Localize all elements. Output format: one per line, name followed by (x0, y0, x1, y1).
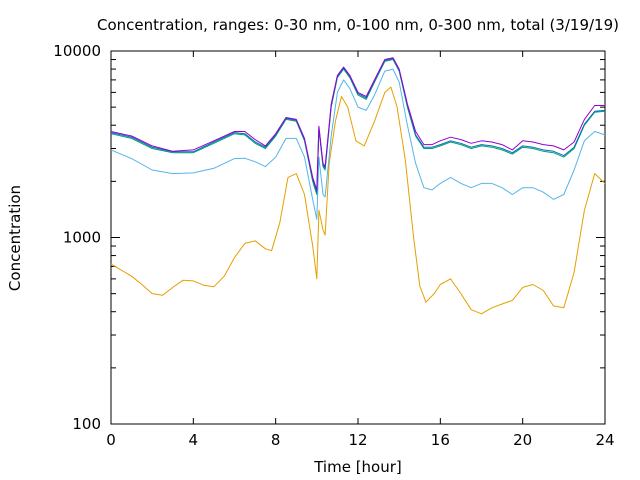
x-tick-label: 16 (431, 431, 450, 449)
minor-ticks (111, 59, 605, 369)
x-tick-label: 4 (189, 431, 199, 449)
x-axis: 0 4 8 12 16 20 24 (106, 51, 615, 449)
series-line-4 (110, 58, 606, 193)
y-tick-label: 10000 (53, 42, 101, 60)
series-line-3 (110, 59, 606, 195)
y-axis: 100 1000 10000 (53, 42, 605, 433)
series-layer (110, 57, 606, 315)
chart-title: Concentration, ranges: 0-30 nm, 0-100 nm… (97, 16, 619, 34)
y-tick-label: 100 (72, 415, 101, 433)
x-tick-label: 12 (348, 431, 367, 449)
series-line-2 (110, 68, 606, 220)
series-line-5 (110, 57, 605, 191)
x-tick-label: 8 (271, 431, 281, 449)
x-axis-title: Time [hour] (313, 458, 402, 476)
y-tick-label: 1000 (63, 229, 101, 247)
series-line-1 (110, 86, 606, 315)
x-tick-label: 20 (513, 431, 532, 449)
y-axis-title: Concentration (6, 185, 24, 291)
x-tick-label: 0 (106, 431, 116, 449)
x-tick-label: 24 (595, 431, 614, 449)
